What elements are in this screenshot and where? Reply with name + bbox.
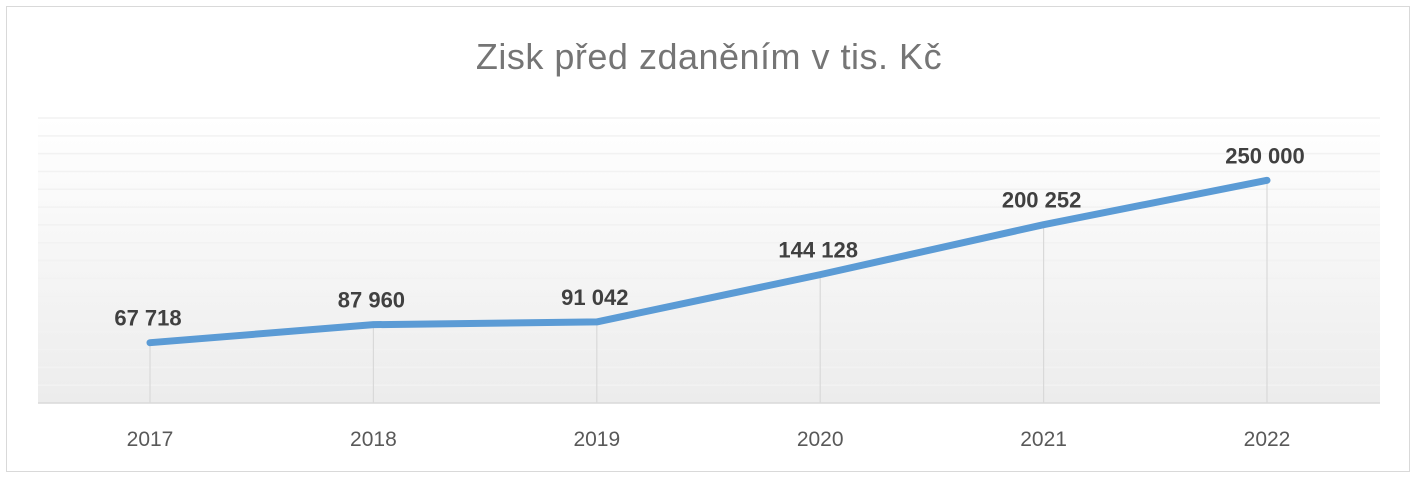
data-label: 144 128 [778,238,858,263]
x-tick-label: 2017 [127,428,174,451]
x-tick-label: 2020 [797,428,844,451]
data-label: 91 042 [561,285,628,310]
x-tick-label: 2022 [1244,428,1291,451]
x-tick-label: 2019 [573,428,620,451]
x-tick-label: 2021 [1020,428,1067,451]
data-label: 87 960 [338,288,405,313]
chart-title: Zisk před zdaněním v tis. Kč [475,36,943,77]
series-line [146,176,1271,347]
data-label: 250 000 [1225,143,1305,168]
data-label: 67 718 [114,306,181,331]
data-label: 200 252 [1002,188,1082,213]
x-tick-label: 2018 [350,428,397,451]
